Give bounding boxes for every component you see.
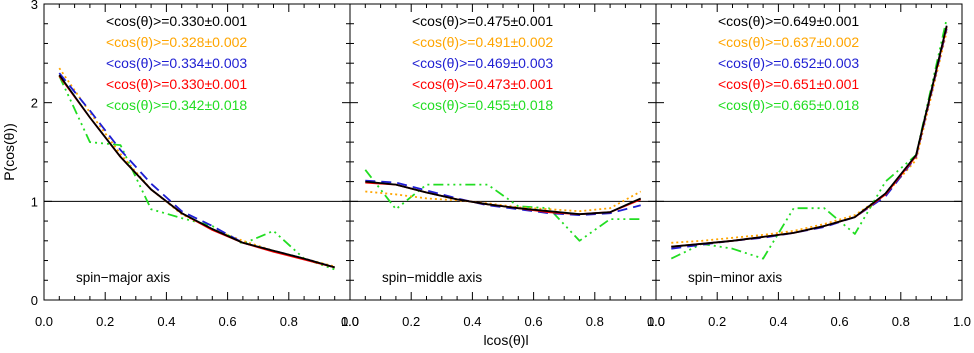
legend-entry: <cos(θ)>=0.665±0.018 [718, 97, 859, 113]
x-tick-label: 0.4 [157, 314, 175, 329]
x-axis-label: lcos(θ)l [483, 332, 528, 348]
series-line-5 [58, 75, 335, 271]
legend-entry: <cos(θ)>=0.649±0.001 [718, 13, 859, 29]
y-tick-label: 0 [31, 293, 38, 308]
panels-layer: 0.0 0.2 0.4 0.6 0.8 1.0 0 1 2 3 <cos(θ)>=0.330±0.0… [31, 0, 971, 329]
y-tick-label: 2 [31, 96, 38, 111]
panel-label: spin−minor axis [688, 270, 782, 285]
x-tick-label: 1.0 [341, 314, 359, 329]
legend-entry: <cos(θ)>=0.328±0.002 [106, 34, 247, 50]
x-tick-label: 0.8 [892, 314, 910, 329]
x-tick-label: 1.0 [953, 314, 971, 329]
x-tick-label: 0.0 [341, 314, 359, 329]
legend-entry: <cos(θ)>=0.330±0.001 [106, 13, 247, 29]
x-tick-label: 0.6 [219, 314, 237, 329]
legend-entry: <cos(θ)>=0.334±0.003 [106, 55, 247, 71]
panel-label: spin−major axis [76, 270, 170, 285]
series-line-1 [365, 180, 642, 216]
y-axis-label: P(cos(θ)) [1, 123, 17, 181]
x-tick-label: 0.4 [463, 314, 481, 329]
panel-label: spin−middle axis [382, 270, 482, 285]
series-line-3 [58, 72, 335, 269]
x-tick-label: 0.8 [280, 314, 298, 329]
legend-entry: <cos(θ)>=0.473±0.001 [412, 76, 553, 92]
series-line-1 [58, 74, 335, 269]
panel-1: 0.0 0.2 0.4 0.6 0.8 1.0 0 1 2 3 <cos(θ)>=0.330±0.0… [31, 0, 359, 329]
x-tick-label: 1.0 [647, 314, 665, 329]
legend-entry: <cos(θ)>=0.469±0.003 [412, 55, 553, 71]
x-tick-label: 0.6 [525, 314, 543, 329]
y-tick-label: 3 [31, 0, 38, 12]
legend-entry: <cos(θ)>=0.342±0.018 [106, 97, 247, 113]
legend-entry: <cos(θ)>=0.491±0.002 [412, 34, 553, 50]
legend-entry: <cos(θ)>=0.455±0.018 [412, 97, 553, 113]
x-tick-label: 0.6 [831, 314, 849, 329]
legend-entry: <cos(θ)>=0.637±0.002 [718, 34, 859, 50]
y-tick-label: 1 [31, 194, 38, 209]
x-tick-label: 0.0 [35, 314, 53, 329]
legend-entry: <cos(θ)>=0.330±0.001 [106, 76, 247, 92]
legend-entry: <cos(θ)>=0.652±0.003 [718, 55, 859, 71]
x-tick-label: 0.2 [96, 314, 114, 329]
series-line-3 [671, 28, 948, 250]
series-line-5 [364, 169, 641, 242]
x-tick-label: 0.8 [586, 314, 604, 329]
series-line-2 [365, 190, 642, 213]
series-line-1 [671, 25, 948, 248]
panel-3: 0.0 0.2 0.4 0.6 0.8 1.0 <cos(θ)>=0.649±0.001 <c… [647, 3, 971, 329]
panel-2: 0.0 0.2 0.4 0.6 0.8 1.0 <cos(θ)>=0.475±0.001 <c… [341, 3, 665, 329]
x-tick-label: 0.2 [402, 314, 420, 329]
series-line-3 [365, 179, 641, 217]
legend-entry: <cos(θ)>=0.475±0.001 [412, 13, 553, 29]
x-tick-label: 0.2 [708, 314, 726, 329]
x-tick-label: 0.0 [647, 314, 665, 329]
x-tick-label: 0.4 [769, 314, 787, 329]
legend-entry: <cos(θ)>=0.651±0.001 [718, 76, 859, 92]
